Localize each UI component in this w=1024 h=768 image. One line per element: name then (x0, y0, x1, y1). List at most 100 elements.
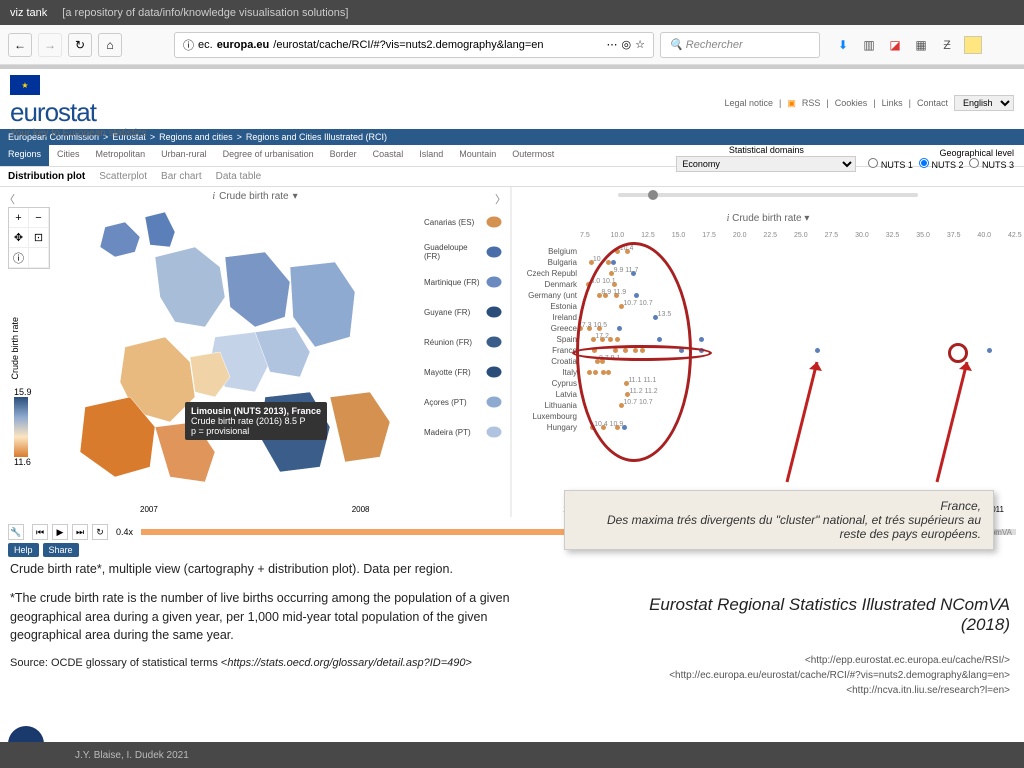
note-icon[interactable] (964, 36, 982, 54)
top-bar: viz tank [a repository of data/info/know… (0, 0, 1024, 25)
region-tab-degree-of-urbanisation[interactable]: Degree of urbanisation (215, 145, 322, 166)
map-collapse-right[interactable]: 〉 (495, 191, 506, 207)
language-select[interactable]: English (954, 95, 1014, 111)
library-icon[interactable]: ▥ (860, 36, 878, 54)
dist-row: Estonia10.7 10.7 (518, 301, 1008, 312)
dist-slider[interactable] (618, 193, 918, 197)
territory-item[interactable]: Réunion (FR) (424, 327, 504, 357)
extension-icon-1[interactable]: ▦ (912, 36, 930, 54)
timeline-last[interactable]: ⏭ (72, 524, 88, 540)
region-tab-coastal[interactable]: Coastal (365, 145, 412, 166)
rss-icon[interactable]: ▣ (787, 98, 796, 109)
timeline-first[interactable]: ⏮ (32, 524, 48, 540)
url-bar[interactable]: ⓘ ec.europa.eu/eurostat/cache/RCI/#?vis=… (174, 32, 654, 58)
eurostat-header: ★ eurostat Your key to European statisti… (0, 65, 1024, 129)
timeline-loop[interactable]: ↻ (92, 524, 108, 540)
bc-2[interactable]: Regions and cities (159, 132, 233, 142)
home-button[interactable]: ⌂ (98, 33, 122, 57)
link-cookies[interactable]: Cookies (835, 98, 868, 108)
info-icon[interactable]: i (727, 213, 730, 224)
dist-row: Hungary10.4 10.9 (518, 422, 1008, 433)
territory-item[interactable]: Canarias (ES) (424, 207, 504, 237)
caption-urls: <http://epp.eurostat.ec.europa.eu/cache/… (610, 653, 1010, 698)
right-caption: Eurostat Regional Statistics Illustrated… (610, 595, 1010, 698)
region-tab-metropolitan[interactable]: Metropolitan (88, 145, 154, 166)
reload-button[interactable]: ↻ (68, 33, 92, 57)
url-host: europa.eu (217, 39, 270, 51)
region-tab-regions[interactable]: Regions (0, 145, 49, 166)
viztank-title: viz tank (10, 7, 47, 19)
stat-domain-label: Statistical domains (729, 145, 804, 155)
extension-icon-2[interactable]: Ƶ (938, 36, 956, 54)
territory-item[interactable]: Guadeloupe (FR) (424, 237, 504, 267)
view-tab-bar[interactable]: Bar chart (161, 171, 202, 182)
reader-icon[interactable]: ◎ (622, 38, 632, 51)
region-tab-urban-rural[interactable]: Urban-rural (153, 145, 215, 166)
description: Crude birth rate*, multiple view (cartog… (10, 560, 515, 682)
territory-item[interactable]: Guyane (FR) (424, 297, 504, 327)
dist-row: Spain17.2 (518, 334, 1008, 345)
europe-map[interactable] (55, 197, 425, 507)
region-tab-island[interactable]: Island (411, 145, 451, 166)
region-tab-outermost[interactable]: Outermost (504, 145, 562, 166)
extent-button[interactable]: ⊡ (29, 228, 49, 247)
bc-3[interactable]: Regions and Cities Illustrated (RCI) (246, 132, 387, 142)
star-icon[interactable]: ☆ (635, 38, 645, 51)
geo-nuts2[interactable]: NUTS 2 (919, 158, 964, 170)
url-more-icon[interactable]: ⋯ (607, 38, 618, 51)
region-tab-cities[interactable]: Cities (49, 145, 88, 166)
dist-row: Luxembourg (518, 411, 1008, 422)
territory-item[interactable]: Açores (PT) (424, 387, 504, 417)
desc-p1: Crude birth rate*, multiple view (cartog… (10, 560, 515, 579)
region-tab-mountain[interactable]: Mountain (451, 145, 504, 166)
back-button[interactable]: ← (8, 33, 32, 57)
pan-button[interactable]: ✥ (9, 228, 29, 247)
download-icon[interactable]: ⬇ (834, 36, 852, 54)
geo-nuts3[interactable]: NUTS 3 (969, 158, 1014, 170)
annotation-box: France, Des maxima trés divergents du "c… (564, 490, 994, 550)
info-button[interactable]: ⓘ (9, 248, 29, 267)
timeline-play[interactable]: ▶ (52, 524, 68, 540)
territory-item[interactable]: Mayotte (FR) (424, 357, 504, 387)
caption-title: Eurostat Regional Statistics Illustrated… (610, 595, 1010, 635)
view-tab-scatter[interactable]: Scatterplot (99, 171, 147, 182)
legend-low: 11.6 (14, 457, 28, 467)
stat-domain-select[interactable]: Economy (676, 156, 856, 172)
adblock-icon[interactable]: ◪ (886, 36, 904, 54)
search-box[interactable]: 🔍 Rechercher (660, 32, 820, 58)
territory-item[interactable]: Martinique (FR) (424, 267, 504, 297)
help-button[interactable]: Help (8, 543, 39, 557)
link-legal[interactable]: Legal notice (724, 98, 773, 108)
zoom-level: 0.4x (116, 527, 133, 537)
view-tab-distribution[interactable]: Distribution plot (8, 171, 85, 182)
dist-row: Belgium10.4 (518, 246, 1008, 257)
eu-flag-icon: ★ (10, 75, 40, 95)
dist-row: Italy (518, 367, 1008, 378)
link-rss[interactable]: RSS (802, 98, 821, 108)
distribution-chart[interactable]: 7.510.012.515.017.520.022.525.027.530.03… (518, 232, 1008, 462)
distribution-panel: i Crude birth rate ▾ 7.510.012.515.017.5… (512, 187, 1024, 517)
dist-row: Bulgaria10 (518, 257, 1008, 268)
link-links[interactable]: Links (882, 98, 903, 108)
forward-button[interactable]: → (38, 33, 62, 57)
help-share: Help Share (8, 543, 79, 557)
dist-row: Lithuania10.7 10.7 (518, 400, 1008, 411)
zoom-out-button[interactable]: − (29, 208, 49, 227)
header-links: Legal notice | ▣RSS | Cookies | Links | … (724, 95, 1014, 111)
share-button[interactable]: Share (43, 543, 79, 557)
url-prefix: ec. (198, 39, 213, 51)
geo-level: Geographical level NUTS 1 NUTS 2 NUTS 3 (868, 148, 1014, 170)
settings-button[interactable]: 🔧 (8, 524, 24, 540)
link-contact[interactable]: Contact (917, 98, 948, 108)
territories-list: Canarias (ES)Guadeloupe (FR)Martinique (… (424, 207, 504, 447)
geo-nuts1[interactable]: NUTS 1 (868, 158, 913, 170)
footer: J.Y. Blaise, I. Dudek 2021 (0, 742, 1024, 768)
dist-row: Latvia11.2 11.2 (518, 389, 1008, 400)
desc-source: Source: OCDE glossary of statistical ter… (10, 655, 515, 672)
map-collapse-left[interactable]: 〈 (4, 191, 15, 207)
info-icon: ⓘ (183, 37, 194, 53)
view-tab-table[interactable]: Data table (216, 171, 262, 182)
zoom-in-button[interactable]: + (9, 208, 29, 227)
region-tab-border[interactable]: Border (322, 145, 365, 166)
territory-item[interactable]: Madeira (PT) (424, 417, 504, 447)
